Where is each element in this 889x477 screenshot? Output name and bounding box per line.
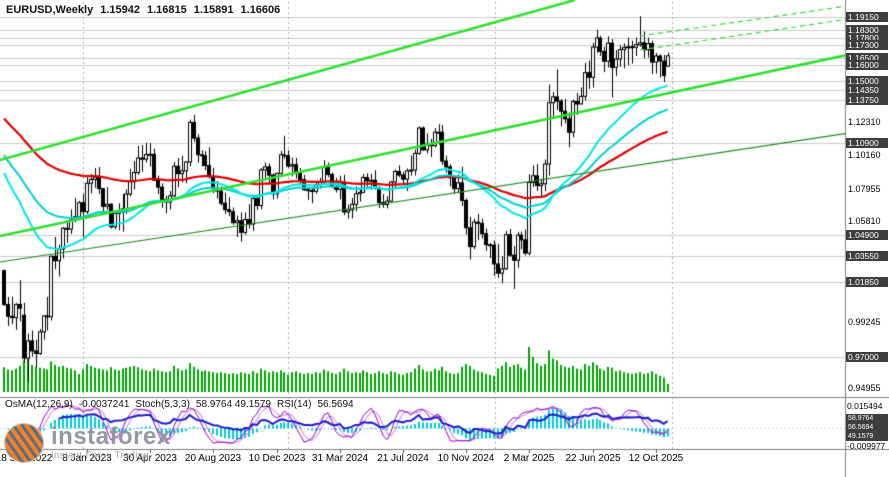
price-level-label: 0.97000	[846, 351, 888, 362]
watermark-tagline: Instant Forex Trading	[51, 450, 150, 461]
date-axis-label: 22 Jun 2025	[565, 453, 621, 464]
price-level-label: 1.01850	[846, 277, 888, 288]
ohlc-close: 1.16606	[240, 4, 281, 16]
price-level-label: 1.16500	[846, 52, 888, 63]
rsi-value-box: 56.5694	[846, 423, 888, 432]
stoch-signal-value-box: 49.1579	[846, 432, 888, 441]
osma-label: OsMA(12,26,9)	[5, 399, 73, 410]
date-axis-label: 20 Aug 2023	[184, 453, 242, 464]
date-axis-label: 12 Oct 2025	[628, 453, 684, 464]
watermark-text: instaforex Instant Forex Trading	[51, 423, 171, 462]
date-axis-label: 8 Jan 2023	[62, 453, 112, 464]
rsi-value: 56.5694	[317, 399, 354, 410]
indicator-scale-top: 0.015494	[847, 401, 883, 411]
date-axis-label: 31 Mar 2024	[311, 453, 369, 464]
stoch-label: Stoch(5,3,3)	[135, 399, 190, 410]
date-axis-label: 21 Jul 2024	[377, 453, 429, 464]
price-scale-tick: 0.94955	[848, 382, 881, 393]
watermark-brand: instaforex	[51, 423, 171, 450]
chart-ohlc-header: EURUSD,Weekly 1.15942 1.16815 1.15891 1.1660…	[6, 4, 287, 16]
price-level-label: 1.17800	[846, 32, 888, 43]
price-scale-tick: 0.99245	[848, 317, 881, 328]
price-level-label: 1.14350	[846, 85, 888, 96]
stoch-values: 58.9764 49.1579	[195, 399, 271, 410]
rsi-label: RSI(14)	[276, 399, 312, 410]
date-axis-label: 10 Nov 2024	[437, 453, 495, 464]
price-level-label: 1.04900	[846, 230, 888, 241]
price-level-label: 1.16000	[846, 60, 888, 71]
ohlc-low: 1.15891	[193, 4, 234, 16]
ohlc-high: 1.16815	[146, 4, 187, 16]
price-scale-tick: 1.10160	[848, 149, 881, 160]
price-level-label: 1.13750	[846, 94, 888, 105]
instaforex-watermark: instaforex Instant Forex Trading	[4, 423, 171, 463]
symbol-timeframe-label: EURUSD,Weekly	[6, 4, 94, 16]
ohlc-open: 1.15942	[100, 4, 140, 16]
date-axis-label: 10 Dec 2023	[248, 453, 306, 464]
price-level-label: 1.18300	[846, 24, 888, 35]
price-level-label: 1.10900	[846, 138, 888, 149]
price-level-label: 1.15000	[846, 75, 888, 86]
indicator-header: OsMA(12,26,9) -0.0037241 Stoch(5,3,3) 58.97…	[5, 399, 360, 410]
date-axis-label: 30 Apr 2023	[123, 453, 177, 464]
stoch-main-value-box: 58.9764	[846, 414, 888, 423]
price-level-label: 1.17300	[846, 40, 888, 51]
osma-value: -0.0037241	[78, 399, 130, 410]
date-axis-label: 2 Mar 2025	[503, 453, 555, 464]
indicator-scale-bottom: -0.009977	[847, 441, 886, 451]
price-axis[interactable]: 1.12310 1.10160 1.07955 1.05810 0.99245 0.949…	[845, 0, 889, 477]
instaforex-logo-icon	[4, 423, 44, 463]
price-scale-tick: 1.05810	[848, 216, 881, 227]
price-scale-tick: 1.12310	[848, 116, 881, 127]
price-level-label: 1.03550	[846, 251, 888, 262]
price-level-label: 1.19150	[846, 11, 888, 22]
price-scale-tick: 1.07955	[848, 183, 881, 194]
indicator-axis[interactable]: 0.015494 58.9764 56.5694 49.1579 -0.0099…	[845, 397, 889, 451]
